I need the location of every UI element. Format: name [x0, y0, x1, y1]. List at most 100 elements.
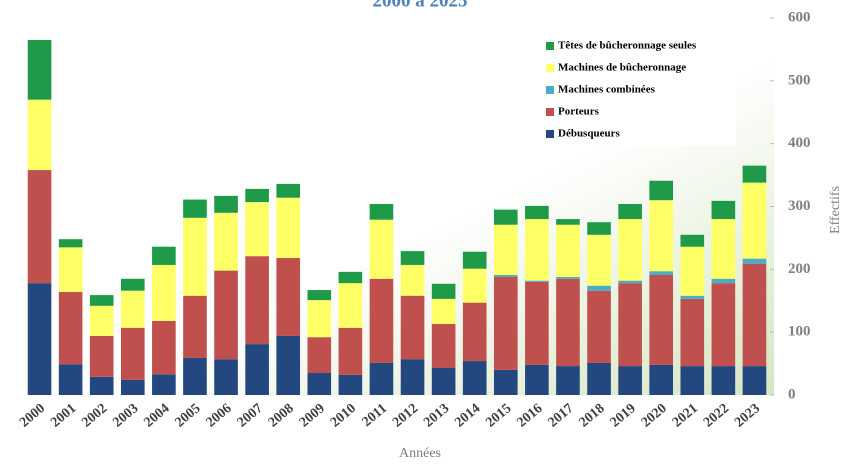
- bar-segment: [680, 366, 705, 395]
- bar-segment: [245, 256, 269, 345]
- bar-segment: [214, 212, 238, 271]
- bar-segment: [120, 327, 145, 380]
- bar-segment: [525, 205, 549, 220]
- bar-segment: [711, 200, 736, 220]
- legend-swatch: [546, 108, 554, 116]
- bar-segment: [587, 362, 611, 395]
- bar-segment: [680, 295, 705, 299]
- bar-segment: [338, 283, 363, 328]
- x-tick-label: 2006: [204, 401, 235, 430]
- bar-segment: [307, 337, 332, 374]
- bar-segment: [742, 263, 767, 367]
- bar-segment: [276, 335, 301, 395]
- bar-segment: [493, 224, 518, 275]
- bar-segment: [152, 374, 176, 395]
- bar-segment: [618, 280, 642, 284]
- bar-segment: [711, 366, 736, 395]
- bar-segment: [369, 362, 394, 395]
- x-tick-label: 2009: [297, 401, 328, 430]
- bar-segment: [462, 302, 487, 362]
- bar-segment: [556, 219, 580, 225]
- bar-segment: [587, 234, 611, 286]
- bar-segment: [680, 234, 705, 247]
- bar-segment: [338, 374, 363, 395]
- bar-segment: [462, 251, 487, 269]
- x-tick-label: 2013: [421, 401, 452, 430]
- bar-segment: [493, 369, 518, 395]
- bar-segment: [742, 165, 767, 183]
- legend-label: Machines combinées: [558, 84, 656, 96]
- bar-segment: [183, 199, 207, 218]
- bar-segment: [525, 280, 549, 282]
- bar-segment: [462, 361, 487, 395]
- bar-segment: [525, 364, 549, 395]
- bar-segment: [120, 379, 145, 395]
- bar-segment: [711, 219, 736, 279]
- x-tick-label: 2017: [546, 401, 577, 430]
- x-tick-label: 2021: [670, 401, 701, 430]
- bar-segment: [152, 246, 176, 265]
- x-tick-label: 2015: [483, 401, 514, 430]
- bar-segment: [214, 195, 238, 213]
- y-tick-label: 400: [788, 135, 811, 151]
- bar-segment: [649, 364, 674, 395]
- x-tick-label: 2007: [235, 401, 266, 430]
- bar-segment: [431, 367, 456, 395]
- bar-segment: [400, 295, 425, 360]
- bar-segment: [649, 180, 674, 201]
- bar-segment: [525, 219, 549, 281]
- bar-segment: [58, 239, 83, 248]
- bar-segment: [618, 219, 642, 281]
- bar-segment: [431, 298, 456, 324]
- legend-swatch: [546, 86, 554, 94]
- bar-segment: [27, 39, 52, 100]
- x-tick-label: 2014: [452, 401, 483, 430]
- y-axis-label: Effectifs: [828, 186, 843, 234]
- y-tick-label: 100: [788, 324, 811, 340]
- y-tick-label: 0: [788, 386, 796, 402]
- bar-segment: [649, 200, 674, 272]
- legend-swatch: [546, 130, 554, 138]
- bar-segment: [556, 278, 580, 367]
- bar-segment: [618, 283, 642, 367]
- bar-segment: [27, 283, 52, 395]
- y-tick-label: 500: [788, 72, 811, 88]
- y-tick-label: 300: [788, 198, 811, 214]
- x-tick-label: 2008: [266, 401, 297, 430]
- bar-segment: [27, 170, 52, 284]
- bar-segment: [183, 217, 207, 296]
- bar-segment: [556, 276, 580, 279]
- bar-segment: [369, 278, 394, 363]
- bar-segment: [493, 274, 518, 277]
- bar-segment: [89, 295, 114, 306]
- bar-segment: [431, 323, 456, 368]
- bar-segment: [183, 295, 207, 358]
- x-tick-label: 2022: [701, 401, 732, 430]
- bar-segment: [369, 219, 394, 279]
- bar-segment: [711, 278, 736, 284]
- bar-segment: [245, 202, 269, 257]
- x-tick-label: 2005: [173, 401, 204, 430]
- bar-segment: [27, 99, 52, 171]
- x-tick-label: 2023: [732, 401, 763, 430]
- bar-segment: [587, 222, 611, 235]
- legend-label: Porteurs: [558, 106, 600, 118]
- bar-segment: [183, 357, 207, 395]
- bar-segment: [307, 300, 332, 338]
- x-tick-label: 2002: [79, 401, 110, 430]
- bar-segment: [525, 281, 549, 365]
- bar-segment: [245, 188, 269, 203]
- bar-segment: [556, 366, 580, 395]
- bar-segment: [307, 373, 332, 395]
- bar-segment: [649, 271, 674, 275]
- bar-segment: [152, 264, 176, 321]
- x-tick-label: 2011: [360, 401, 391, 430]
- chart-title: 2000 à 2025: [373, 0, 468, 11]
- bar-segment: [276, 197, 301, 259]
- bar-segment: [152, 320, 176, 375]
- bar-segment: [400, 359, 425, 395]
- x-tick-label: 2012: [390, 401, 421, 430]
- bar-segment: [214, 359, 238, 395]
- legend-swatch: [546, 42, 554, 50]
